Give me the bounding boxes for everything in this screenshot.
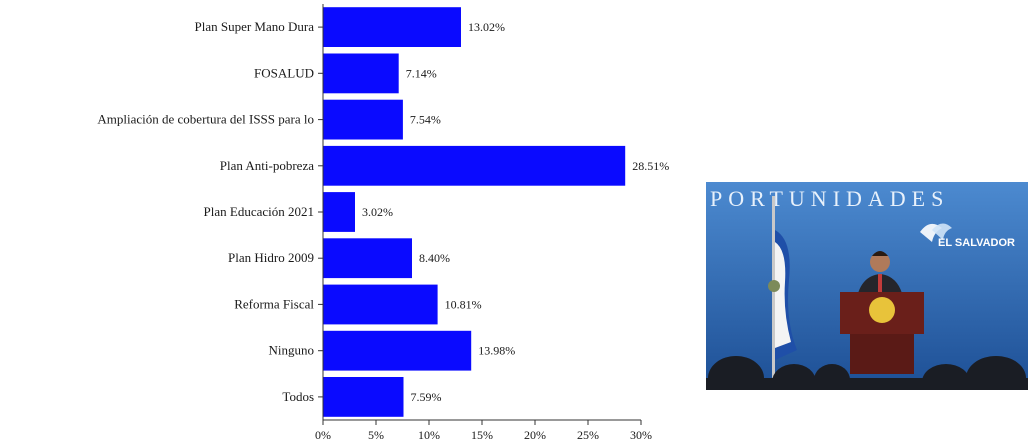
bar — [323, 99, 403, 140]
value-label: 28.51% — [632, 159, 669, 173]
bar — [323, 7, 461, 47]
bar — [323, 192, 355, 232]
category-label: Plan Hidro 2009 — [228, 250, 314, 265]
bar — [323, 145, 626, 186]
bar-chart-svg: Plan Super Mano Dura 13.02% FOSALUD 7.14% Am… — [97, 4, 669, 442]
flag — [768, 196, 797, 390]
x-tick-label: 30% — [630, 428, 652, 442]
value-label: 7.59% — [411, 390, 442, 404]
x-tick-label: 25% — [577, 428, 599, 442]
speaker-photo: PORTUNIDADES EL SALVADOR — [706, 182, 1028, 390]
bar — [323, 284, 438, 325]
el-salvador-logo: EL SALVADOR — [920, 223, 1015, 249]
audience — [706, 356, 1028, 390]
x-tick-label: 5% — [368, 428, 384, 442]
photo-banner-text: PORTUNIDADES — [710, 186, 949, 211]
category-label: Ampliación de cobertura del ISSS para lo — [97, 112, 314, 127]
value-label: 8.40% — [419, 251, 450, 265]
category-label: Plan Educación 2021 — [204, 204, 314, 219]
value-label: 3.02% — [362, 205, 393, 219]
value-label: 10.81% — [445, 297, 482, 311]
bar — [323, 330, 472, 371]
value-label: 13.02% — [468, 20, 505, 34]
category-label: Todos — [282, 389, 314, 404]
x-tick-label: 10% — [418, 428, 440, 442]
category-label: FOSALUD — [254, 65, 314, 80]
value-label: 7.14% — [406, 66, 437, 80]
podium — [840, 292, 924, 374]
logo-text: EL SALVADOR — [938, 237, 1015, 249]
speaker-photo-illustration: PORTUNIDADES EL SALVADOR — [706, 182, 1028, 390]
x-tick-label: 0% — [315, 428, 331, 442]
bar — [323, 377, 404, 417]
bar — [323, 53, 399, 94]
bar-chart: Plan Super Mano Dura 13.02% FOSALUD 7.14% Am… — [97, 4, 669, 442]
category-label: Reforma Fiscal — [234, 296, 314, 311]
category-label: Plan Anti-pobreza — [220, 158, 314, 173]
podium-seal — [869, 297, 895, 323]
x-tick-label: 15% — [471, 428, 493, 442]
value-label: 7.54% — [410, 113, 441, 127]
bar-chart-container: Plan Super Mano Dura 13.02% FOSALUD 7.14% Am… — [97, 4, 669, 442]
bar — [323, 238, 412, 279]
category-label: Plan Super Mano Dura — [194, 19, 314, 34]
x-tick-label: 20% — [524, 428, 546, 442]
value-label: 13.98% — [478, 344, 515, 358]
category-label: Ninguno — [269, 343, 315, 358]
